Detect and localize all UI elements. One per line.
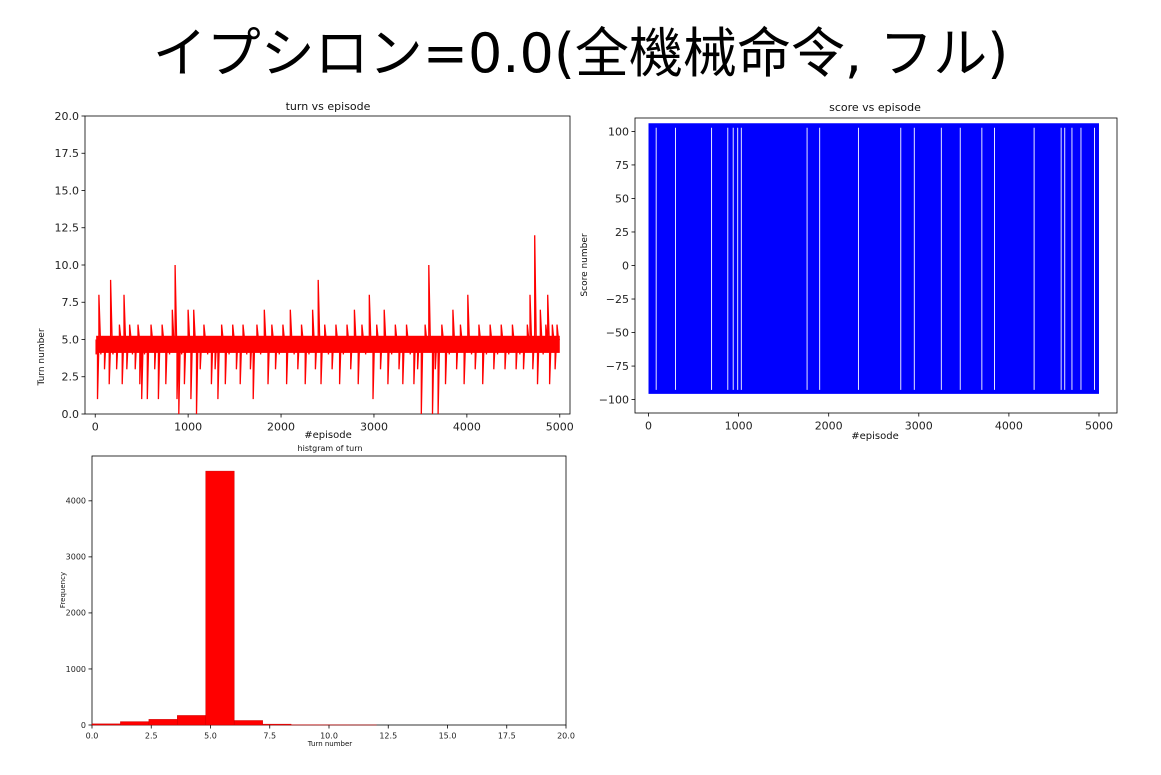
- y-tick-label: 17.5: [55, 147, 80, 160]
- slide-title: イプシロン=0.0(全機械命令, フル): [152, 22, 1009, 85]
- x-tick-label: 3000: [360, 421, 388, 434]
- y-tick-label: 50: [615, 192, 629, 205]
- y-tick-label: 10.0: [55, 259, 80, 272]
- plot-area: 0 1000 2000 3000 4000 5000 0.0 2.5 5.0 7.5 10.0 12.…: [55, 110, 574, 434]
- y-tick-label: 25: [615, 226, 629, 239]
- histogram-bar: [205, 470, 235, 726]
- x-tick-label: 2000: [815, 420, 843, 433]
- y-axis-label: Frequency: [59, 572, 67, 608]
- plot-area: 0.0 2.5 5.0 7.5 10.0 12.5 15.0 17.5 20.0 0 1000 200…: [66, 455, 575, 741]
- y-tick-label: 7.5: [62, 296, 80, 309]
- x-tick-label: 5000: [546, 421, 574, 434]
- y-tick-label: 2.5: [62, 371, 80, 384]
- y-tick-label: −50: [606, 326, 629, 339]
- x-tick-label: 3000: [905, 420, 933, 433]
- histogram-bar: [177, 715, 207, 726]
- y-tick-label: 1000: [66, 665, 86, 674]
- chart-title: histgram of turn: [298, 444, 363, 453]
- x-tick-label: 7.5: [263, 732, 276, 741]
- x-axis-label: #episode: [304, 430, 352, 441]
- histogram-bar: [148, 719, 178, 726]
- x-tick-label: 4000: [995, 420, 1023, 433]
- y-tick-label: 5.0: [62, 333, 80, 346]
- x-tick-label: 12.5: [379, 732, 397, 741]
- score-oscillation-band: [648, 124, 1099, 393]
- y-tick-label: −75: [606, 360, 629, 373]
- x-tick-label: 0: [92, 421, 99, 434]
- x-tick-label: 2.5: [145, 732, 158, 741]
- x-tick-label: 0.0: [86, 732, 99, 741]
- y-tick-label: 2000: [66, 609, 86, 618]
- score-vs-episode-chart: 0 1000 2000 3000 4000 5000 −100 −75 −50 −25 0 25 50 7…: [580, 101, 1118, 442]
- histogram-bar: [120, 721, 150, 726]
- y-tick-label: 20.0: [55, 110, 80, 123]
- y-tick-label: 3000: [66, 553, 86, 562]
- x-tick-label: 4000: [453, 421, 481, 434]
- y-tick-label: 100: [608, 125, 629, 138]
- x-tick-label: 15.0: [439, 732, 457, 741]
- chart-title: score vs episode: [829, 101, 921, 114]
- x-tick-label: 20.0: [557, 732, 575, 741]
- x-tick-label: 10.0: [320, 732, 338, 741]
- x-tick-label: 0: [645, 420, 652, 433]
- histogram-bar: [91, 723, 121, 726]
- x-tick-label: 5.0: [204, 732, 217, 741]
- y-tick-label: 75: [615, 159, 629, 172]
- chart-title: turn vs episode: [286, 100, 371, 113]
- y-tick-label: −100: [599, 393, 629, 406]
- turn-series-line: [95, 235, 560, 415]
- y-axis-label: Score number: [580, 233, 590, 296]
- y-tick-label: −25: [606, 293, 629, 306]
- x-tick-label: 17.5: [498, 732, 516, 741]
- y-tick-label: 15.0: [55, 184, 80, 197]
- x-tick-label: 1000: [174, 421, 202, 434]
- y-tick-label: 0: [622, 259, 629, 272]
- y-tick-label: 0: [81, 721, 86, 730]
- axes-frame: [91, 455, 567, 726]
- x-axis-label: Turn number: [307, 740, 353, 748]
- x-tick-label: 1000: [725, 420, 753, 433]
- turn-vs-episode-chart: 0 1000 2000 3000 4000 5000 0.0 2.5 5.0 7.5 10.0 12.…: [37, 100, 574, 441]
- plot-area: 0 1000 2000 3000 4000 5000 −100 −75 −50 −25 0 25 50 7…: [599, 117, 1118, 433]
- x-axis-label: #episode: [851, 431, 899, 442]
- histogram-bar: [233, 720, 263, 726]
- histogram-bar: [262, 723, 292, 726]
- y-axis-label: Turn number: [37, 328, 47, 386]
- y-tick-label: 0.0: [62, 408, 80, 421]
- y-tick-label: 12.5: [55, 222, 80, 235]
- x-tick-label: 2000: [267, 421, 295, 434]
- x-tick-label: 5000: [1085, 420, 1113, 433]
- y-tick-label: 4000: [66, 497, 86, 506]
- histogram-of-turn-chart: 0.0 2.5 5.0 7.5 10.0 12.5 15.0 17.5 20.0 0 1000 200…: [59, 444, 575, 748]
